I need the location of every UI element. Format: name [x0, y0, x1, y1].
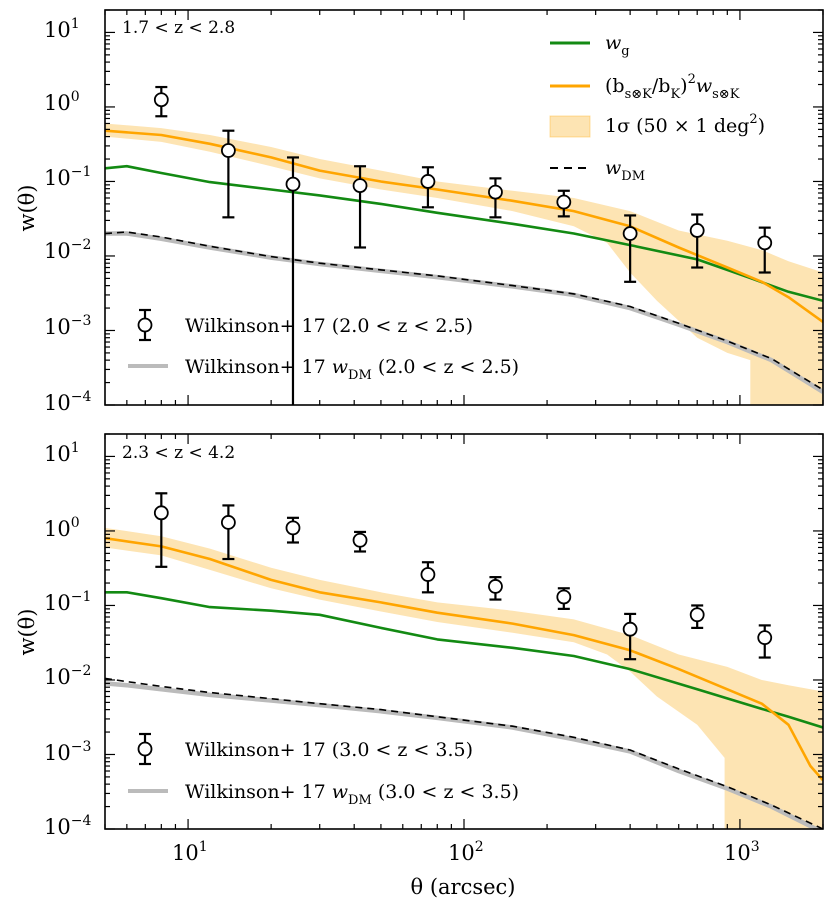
top-sigma-band [105, 123, 823, 405]
bottom-data-point [420, 567, 436, 582]
bottom-ytick-label: 10−3 [44, 739, 91, 765]
xtick-label: 102 [448, 839, 484, 865]
top-ytick-labels: 101 100 10−1 10−2 10−3 10−4 [44, 16, 91, 415]
bottom-z-range-label: 2.3 < z < 4.2 [122, 443, 235, 463]
bottom-wilkinson-wdm-line [105, 681, 822, 829]
top-data-point [622, 226, 638, 241]
top-data-point [220, 143, 236, 158]
bottom-data-legend: Wilkinson+ 17 (3.0 < z < 3.5) Wilkinson+… [128, 732, 519, 808]
top-data-point [352, 178, 368, 193]
bottom-data-point [220, 515, 236, 530]
bottom-data-point [153, 505, 169, 521]
legend-wg-label: wg [605, 32, 630, 59]
top-series-group [105, 85, 823, 405]
top-ytick-label: 10−1 [44, 164, 91, 190]
bottom-ytick-label: 10−1 [44, 589, 91, 615]
top-ytick-label: 10−2 [44, 237, 91, 263]
top-legend-dm-label: Wilkinson+ 17 wDM (2.0 < z < 2.5) [185, 356, 519, 383]
top-model-legend: wg (bs⊗K/bK)2ws⊗K 1σ (50 × 1 deg2) wDM [549, 32, 765, 184]
bottom-ytick-label: 100 [44, 515, 80, 541]
top-data-point [757, 235, 773, 251]
bottom-data-point [488, 579, 503, 594]
legend-data-marker [137, 741, 153, 757]
top-data-point [285, 176, 301, 192]
bottom-legend-dm-label: Wilkinson+ 17 wDM (3.0 < z < 3.5) [185, 781, 519, 808]
top-panel: 1.7 < z < 2.8 101 100 10−1 10−2 10−3 10−… [15, 9, 824, 415]
bottom-wg-line [105, 590, 823, 729]
top-data-point [556, 194, 572, 210]
top-data-point [420, 174, 436, 189]
top-data-legend: Wilkinson+ 17 (2.0 < z < 2.5) Wilkinson+… [128, 308, 519, 383]
legend-model-label: (bs⊗K/bK)2ws⊗K [605, 72, 740, 102]
xlabel: θ (arcsec) [411, 875, 516, 899]
bottom-ylabel: w(θ) [15, 608, 39, 655]
bottom-ytick-label: 101 [44, 440, 80, 466]
top-ytick-label: 10−3 [44, 313, 91, 339]
bottom-wdm-line [105, 677, 823, 829]
xtick-label: 103 [724, 839, 760, 865]
legend-band-label: 1σ (50 × 1 deg2) [605, 112, 765, 137]
bottom-ytick-labels: 101 100 10−1 10−2 10−3 10−4 [44, 440, 91, 839]
bottom-axes-frame [104, 433, 824, 830]
legend-wdm-label: wDM [605, 157, 645, 184]
top-ytick-label: 10−4 [44, 389, 91, 415]
legend-data-marker [137, 317, 153, 333]
xtick-label: 101 [172, 839, 208, 865]
bottom-plot-area [105, 492, 823, 829]
top-wdm-line [105, 231, 823, 391]
bottom-ytick-label: 10−4 [44, 813, 91, 839]
top-ytick-label: 101 [44, 16, 80, 42]
top-data-point [488, 184, 503, 200]
top-ytick-label: 100 [44, 89, 80, 115]
top-ylabel: w(θ) [15, 184, 39, 231]
top-data-point [689, 223, 705, 238]
legend-band-swatch [549, 115, 591, 138]
bottom-data-point [689, 607, 705, 623]
bottom-ticks [104, 433, 824, 830]
top-ticks [104, 9, 824, 406]
bottom-panel: 2.3 < z < 4.2 101 100 10−1 10−2 10−3 10−… [15, 433, 824, 899]
bottom-data-point [757, 630, 773, 646]
bottom-series-group [105, 492, 823, 829]
bottom-data-point [556, 589, 572, 605]
bottom-legend-data-label: Wilkinson+ 17 (3.0 < z < 3.5) [185, 739, 473, 761]
top-z-range-label: 1.7 < z < 2.8 [122, 18, 235, 38]
bottom-ytick-label: 10−2 [44, 663, 91, 689]
top-wg-line [105, 164, 823, 303]
bottom-data-point [352, 532, 368, 548]
top-wilkinson-wdm-line [105, 231, 823, 394]
top-legend-data-label: Wilkinson+ 17 (2.0 < z < 2.5) [185, 315, 473, 337]
bottom-data-point [622, 621, 638, 637]
top-data-point [153, 92, 169, 108]
bottom-model-line [105, 536, 823, 782]
top-plot-area [105, 85, 823, 405]
xtick-labels: 101 102 103 [172, 839, 760, 865]
bottom-data-point [285, 520, 301, 536]
